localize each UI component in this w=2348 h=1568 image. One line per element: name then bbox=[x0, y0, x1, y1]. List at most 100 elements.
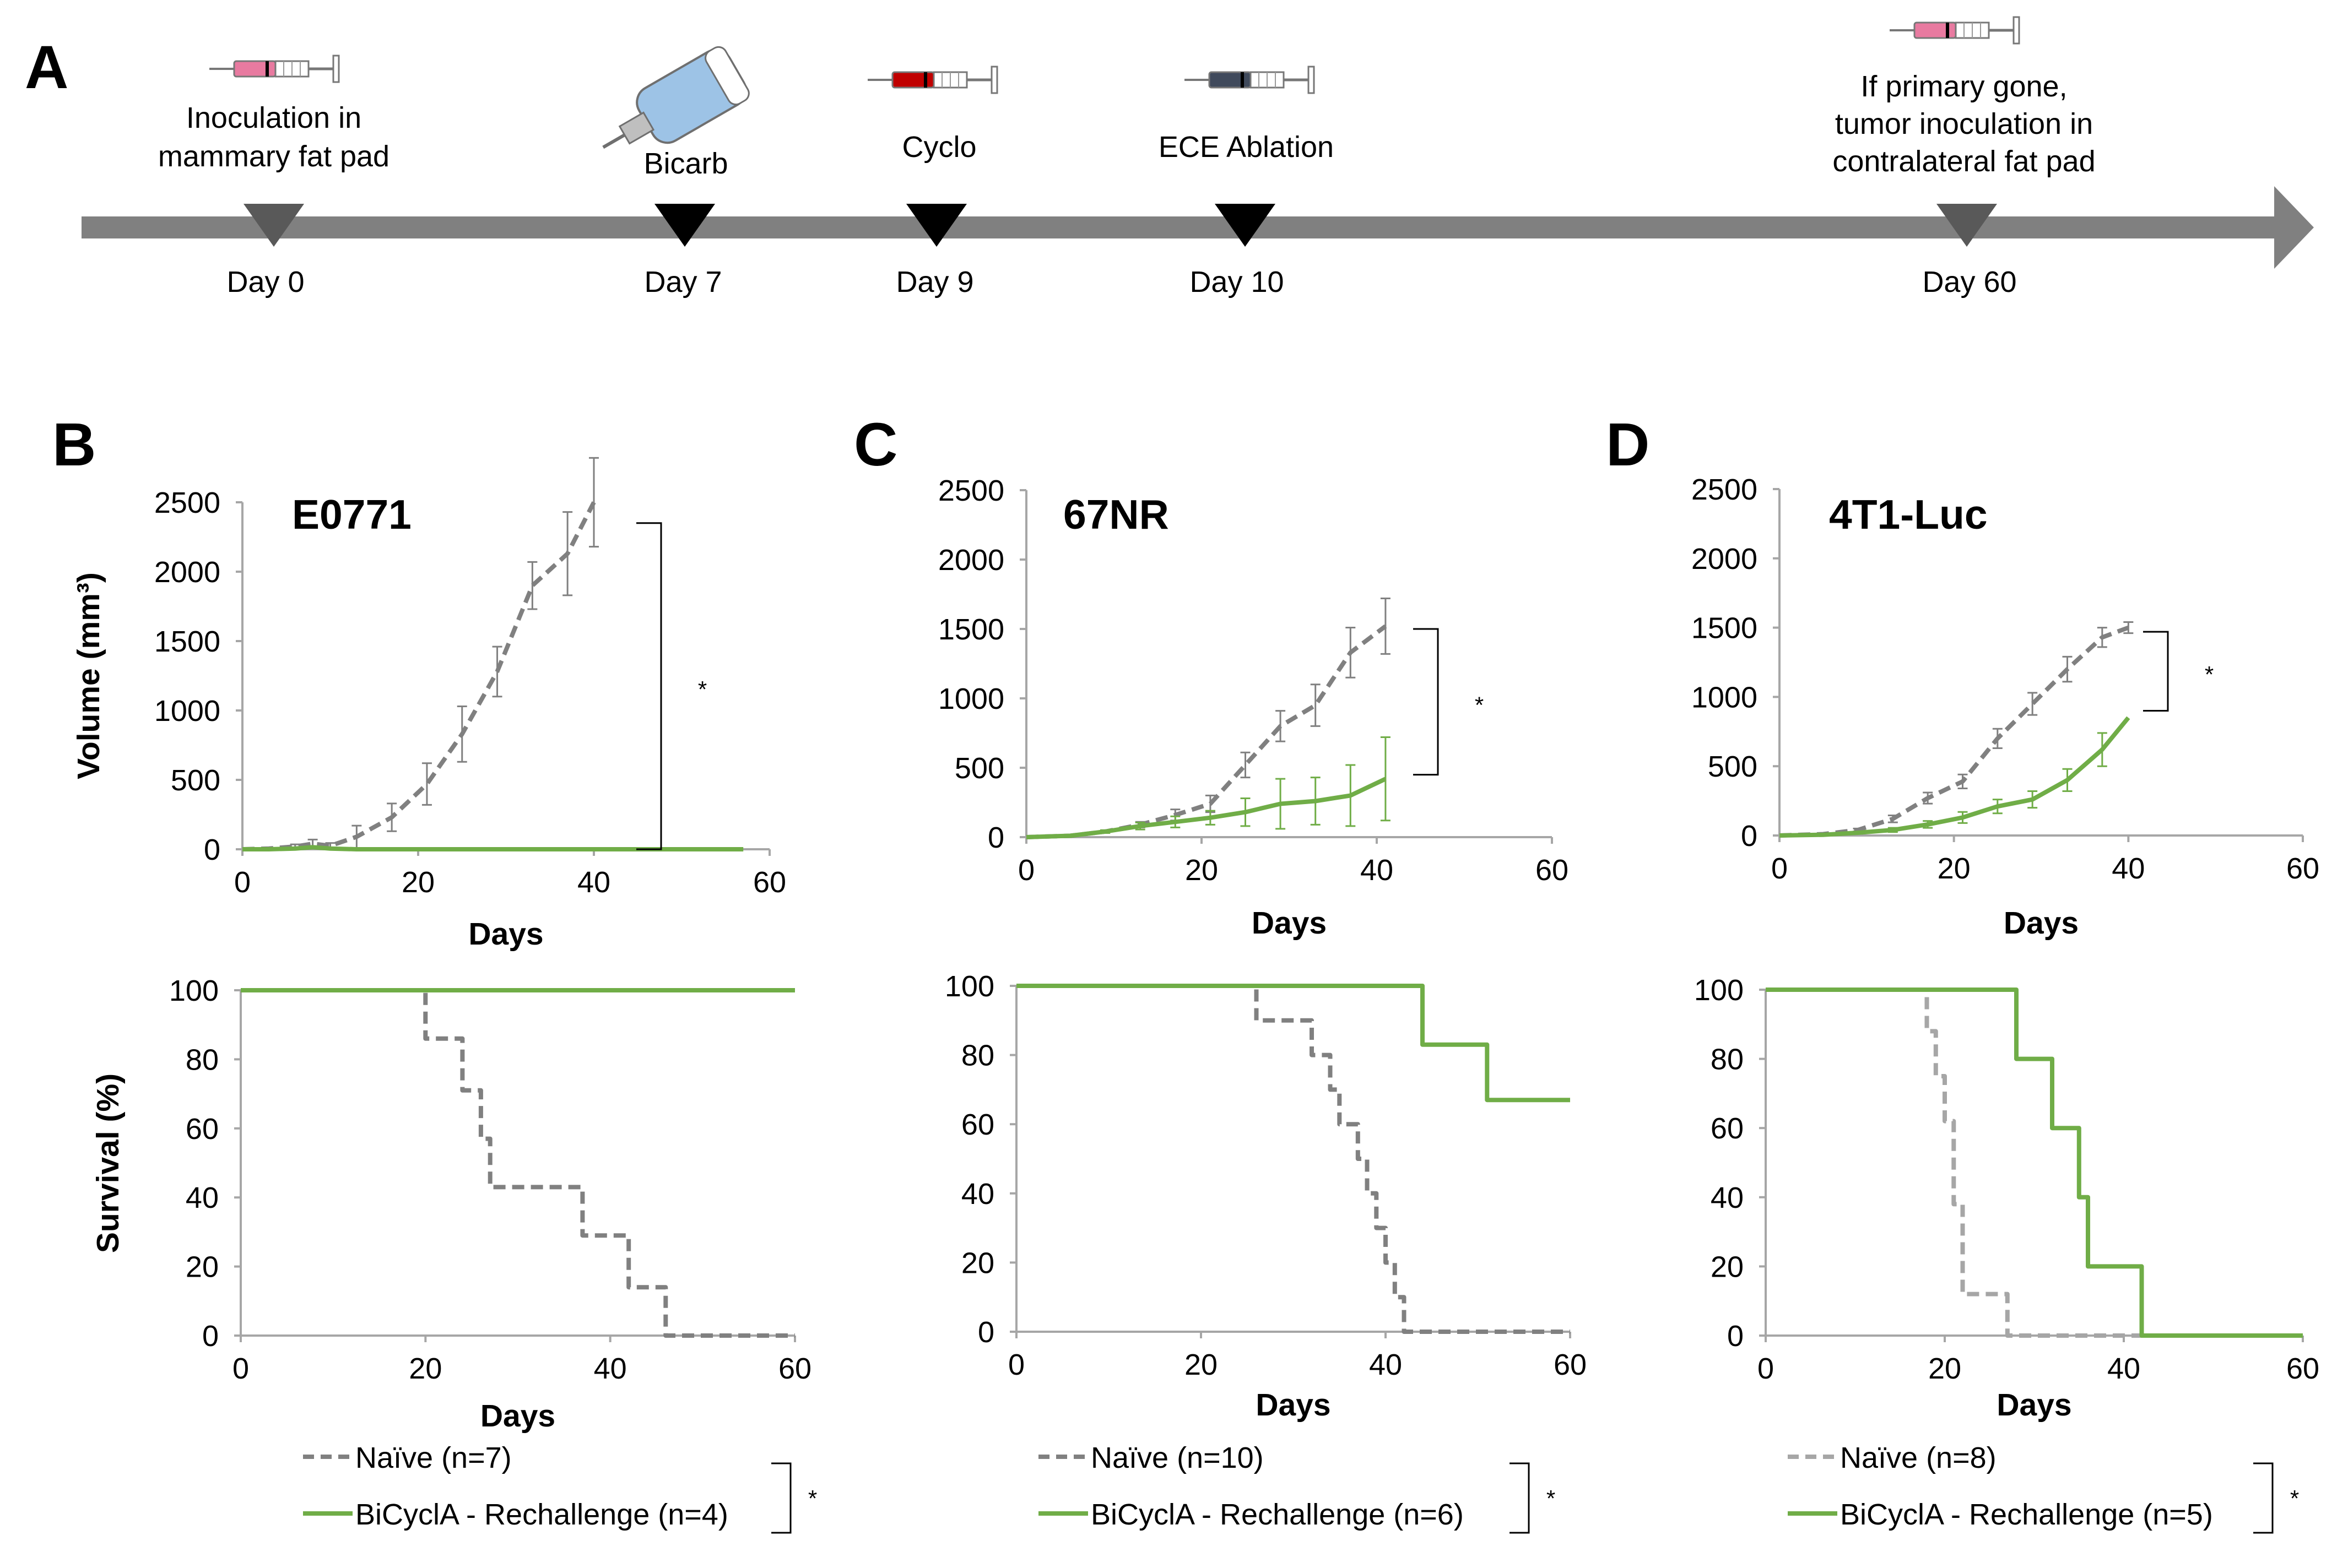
x-tick-label: 40 bbox=[2112, 852, 2145, 885]
x-tick-label: 60 bbox=[2286, 1352, 2319, 1385]
naive-series-line bbox=[241, 988, 795, 1338]
y-axis-title: Survival (%) bbox=[90, 1073, 126, 1253]
x-tick-label: 60 bbox=[2286, 852, 2319, 885]
tumor-volume-chart-4t1-luc: 0 500 1000 1500 2000 2500 0 20 40 60 4T1-Luc Days * bbox=[1691, 473, 2319, 941]
event-text-line: Bicarb bbox=[643, 147, 728, 180]
event-text-line: ECE Ablation bbox=[1159, 131, 1334, 164]
y-tick-label: 2000 bbox=[154, 556, 220, 589]
event-marker bbox=[1936, 204, 1997, 247]
y-tick-label: 100 bbox=[945, 970, 994, 1003]
event-marker bbox=[1215, 204, 1275, 247]
bicycla-series-line bbox=[1016, 984, 1570, 1103]
day-label: Day 60 bbox=[1922, 265, 2016, 299]
y-tick-label: 2500 bbox=[154, 486, 220, 519]
y-tick-label: 40 bbox=[186, 1181, 219, 1214]
y-tick-label: 60 bbox=[1711, 1112, 1744, 1145]
x-tick-label: 60 bbox=[1554, 1348, 1587, 1381]
x-tick-label: 60 bbox=[778, 1352, 811, 1385]
x-tick-label: 40 bbox=[577, 866, 610, 899]
chart-title: 67NR bbox=[1063, 491, 1169, 538]
x-axis-title: Days bbox=[1252, 905, 1327, 941]
x-tick-label: 40 bbox=[594, 1352, 627, 1385]
y-tick-label: 40 bbox=[961, 1178, 994, 1211]
syringe-pink-icon bbox=[209, 56, 339, 82]
significance-star: * bbox=[698, 676, 707, 702]
legend-significance-star: * bbox=[808, 1485, 817, 1511]
day-label: Day 7 bbox=[644, 265, 722, 299]
y-tick-label: 20 bbox=[186, 1251, 219, 1284]
event-marker bbox=[654, 204, 715, 247]
y-tick-label: 500 bbox=[1708, 750, 1757, 783]
legend-bicycla-label: BiCyclA - Rechallenge (n=4) bbox=[355, 1498, 728, 1531]
legend-significance-star: * bbox=[2290, 1485, 2299, 1511]
event-text-line: tumor inoculation in bbox=[1835, 107, 2093, 140]
x-axis-title: Days bbox=[2004, 905, 2079, 941]
y-tick-label: 2000 bbox=[938, 544, 1004, 577]
x-tick-label: 0 bbox=[234, 866, 251, 899]
naive-series-line bbox=[1779, 625, 2129, 838]
significance-bracket bbox=[636, 522, 662, 850]
legend-e0771: Naïve (n=7) BiCyclA - Rechallenge (n=4) * bbox=[303, 1441, 817, 1534]
y-tick-label: 2500 bbox=[938, 474, 1004, 507]
event-text-line: Cyclo bbox=[902, 131, 976, 164]
x-tick-label: 40 bbox=[2107, 1352, 2140, 1385]
legend-significance-star: * bbox=[1546, 1485, 1555, 1511]
legend-bicycla-label: BiCyclA - Rechallenge (n=5) bbox=[1840, 1498, 2213, 1531]
chart-title: E0771 bbox=[292, 491, 412, 538]
x-axis-title: Days bbox=[1997, 1387, 2071, 1423]
tumor-volume-chart-67nr: 0 500 1000 1500 2000 2500 0 20 40 60 67NR Days * bbox=[938, 474, 1568, 941]
y-tick-label: 500 bbox=[171, 764, 220, 797]
y-tick-label: 40 bbox=[1711, 1181, 1744, 1214]
y-tick-label: 60 bbox=[186, 1113, 219, 1146]
x-tick-label: 60 bbox=[1535, 854, 1568, 887]
day-label: Day 10 bbox=[1189, 265, 1284, 299]
x-axis-title: Days bbox=[480, 1398, 555, 1434]
y-tick-label: 100 bbox=[1694, 974, 1744, 1007]
x-axis-title: Days bbox=[1256, 1387, 1330, 1423]
legend-significance-bracket bbox=[1510, 1462, 1530, 1534]
legend-naive-label: Naïve (n=10) bbox=[1091, 1441, 1264, 1474]
event-text-line: Inoculation in bbox=[186, 101, 361, 134]
water-bottle-icon bbox=[602, 46, 750, 149]
day-label: Day 0 bbox=[226, 265, 304, 299]
significance-star: * bbox=[1475, 692, 1484, 718]
naive-series-line bbox=[1016, 984, 1570, 1334]
legend-bicycla-label: BiCyclA - Rechallenge (n=6) bbox=[1091, 1498, 1464, 1531]
event-marker bbox=[906, 204, 967, 247]
x-tick-label: 20 bbox=[1184, 1348, 1218, 1381]
naive-series-line bbox=[1766, 988, 2303, 1338]
y-tick-label: 100 bbox=[169, 974, 219, 1007]
naive-series-line bbox=[1026, 624, 1387, 839]
x-tick-label: 20 bbox=[402, 866, 435, 899]
survival-chart-e0771: 0 20 40 60 80 100 0 20 40 60 Days Survival (%) bbox=[90, 974, 811, 1434]
y-tick-label: 80 bbox=[1711, 1043, 1744, 1076]
y-tick-label: 2000 bbox=[1691, 542, 1757, 576]
timeline-arrow-head bbox=[2274, 186, 2314, 269]
y-tick-label: 20 bbox=[1711, 1250, 1744, 1283]
event-text-line: If primary gone, bbox=[1860, 70, 2067, 103]
significance-bracket bbox=[2143, 631, 2169, 712]
x-tick-label: 40 bbox=[1369, 1348, 1402, 1381]
timeline-event-day-9: Cyclo Day 9 bbox=[868, 67, 997, 299]
x-tick-label: 60 bbox=[753, 866, 786, 899]
y-tick-label: 0 bbox=[204, 833, 220, 866]
event-text-line: mammary fat pad bbox=[158, 140, 389, 173]
y-tick-label: 0 bbox=[1741, 820, 1757, 853]
event-text-line: contralateral fat pad bbox=[1832, 145, 2095, 178]
legend-67nr: Naïve (n=10) BiCyclA - Rechallenge (n=6) * bbox=[1038, 1441, 1555, 1534]
x-axis-title: Days bbox=[468, 916, 543, 952]
x-tick-label: 20 bbox=[1928, 1352, 1961, 1385]
legend-naive-label: Naïve (n=7) bbox=[355, 1441, 512, 1474]
y-tick-label: 20 bbox=[961, 1246, 994, 1279]
timeline-event-day-7: Bicarb Day 7 bbox=[602, 46, 750, 299]
timeline-arrow-shaft bbox=[82, 216, 2274, 238]
significance-star: * bbox=[2205, 661, 2214, 687]
legend-significance-bracket bbox=[2253, 1462, 2274, 1534]
panel-label-b: B bbox=[52, 411, 96, 479]
legend-significance-bracket bbox=[771, 1462, 792, 1534]
y-tick-label: 1500 bbox=[154, 625, 220, 658]
y-tick-label: 2500 bbox=[1691, 473, 1757, 506]
x-tick-label: 40 bbox=[1360, 854, 1393, 887]
syringe-pink-icon bbox=[1890, 17, 2019, 44]
